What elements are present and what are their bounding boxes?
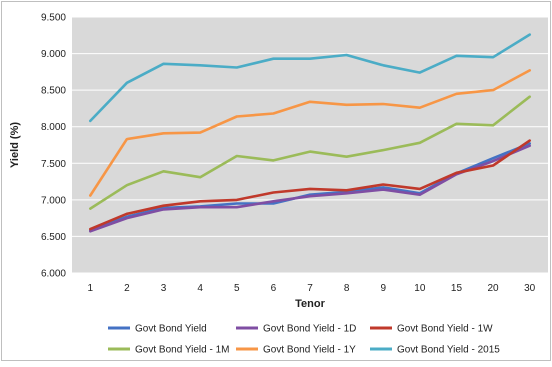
series-line-4	[89, 69, 532, 197]
y-axis-label: Yield (%)	[9, 122, 21, 168]
x-tick-label: 2	[124, 283, 130, 294]
x-tick-label: 5	[234, 283, 240, 294]
gridlines	[72, 16, 548, 274]
x-tick-label: 10	[414, 283, 426, 294]
legend-label-4: Govt Bond Yield - 1Y	[263, 345, 356, 356]
legend-label-5: Govt Bond Yield - 2015	[397, 345, 500, 356]
series-lines	[89, 33, 532, 233]
series-line-2	[89, 139, 532, 231]
legend: Govt Bond Yield Govt Bond Yield - 1D Govt …	[108, 324, 500, 356]
y-tick-label: 8.000	[41, 122, 66, 133]
legend-label-3: Govt Bond Yield - 1M	[135, 345, 230, 356]
y-tick-label: 9.500	[41, 13, 66, 24]
x-tick-label: 6	[271, 283, 277, 294]
y-tick-label: 7.500	[41, 159, 66, 170]
y-tick-label: 7.000	[41, 195, 66, 206]
legend-label-2: Govt Bond Yield - 1W	[397, 324, 493, 335]
series-line-5	[89, 33, 532, 123]
x-tick-label: 9	[380, 283, 386, 294]
x-axis-label: Tenor	[295, 298, 325, 310]
y-tick-label: 9.000	[41, 49, 66, 60]
legend-label-0: Govt Bond Yield	[135, 324, 207, 335]
y-tick-label: 6.500	[41, 232, 66, 243]
series-line-1	[89, 144, 532, 233]
y-tick-label: 8.500	[41, 86, 66, 97]
y-axis-ticks: 6.000 6.500 7.000 7.500 8.000 8.500 9.000 9.500	[41, 13, 66, 280]
x-tick-label: 8	[344, 283, 350, 294]
x-tick-label: 30	[524, 283, 536, 294]
x-tick-label: 1	[88, 283, 94, 294]
x-tick-label: 4	[197, 283, 203, 294]
x-tick-label: 15	[451, 283, 463, 294]
y-tick-label: 6.000	[41, 269, 66, 280]
x-tick-label: 3	[161, 283, 167, 294]
series-line-3	[89, 95, 532, 210]
x-tick-label: 20	[488, 283, 500, 294]
legend-label-1: Govt Bond Yield - 1D	[263, 324, 356, 335]
x-tick-label: 7	[307, 283, 313, 294]
x-axis-ticks: 1 2 3 4 5 6 7 8 9 10 15 20 30	[88, 283, 536, 294]
